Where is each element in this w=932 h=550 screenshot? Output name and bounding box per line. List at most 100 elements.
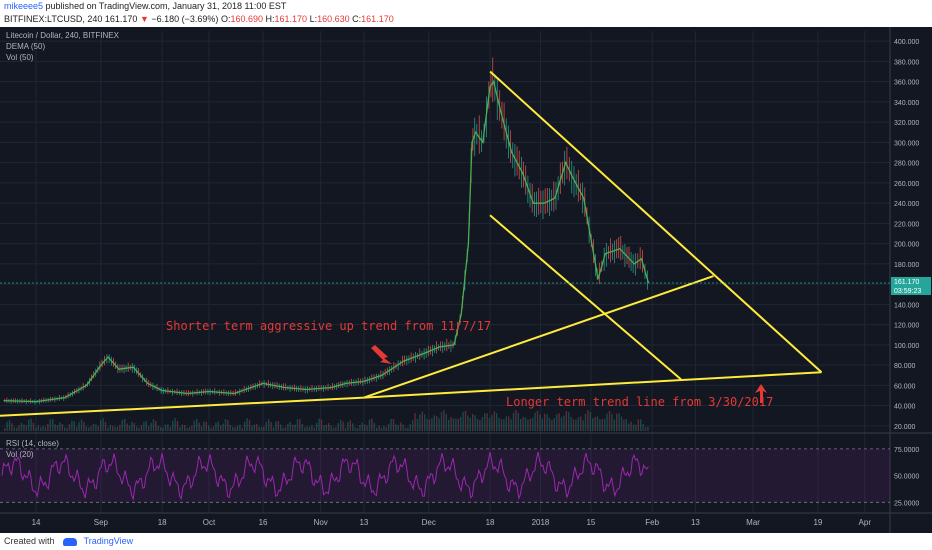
volume-bar: [395, 424, 397, 431]
open-label: O:: [220, 14, 231, 24]
volume-bar: [294, 424, 296, 431]
volume-bar: [37, 425, 39, 431]
volume-bar: [97, 426, 99, 431]
price-tick-label: 280.000: [894, 161, 919, 168]
volume-bar: [169, 427, 171, 431]
volume-bar: [188, 426, 191, 431]
volume-bar: [44, 427, 47, 431]
chart-svg[interactable]: 20.000 40.000 60.000 80.000 100.000 120.000 14…: [0, 27, 932, 533]
legend-rsi[interactable]: RSI (14, close): [6, 439, 59, 448]
volume-bar: [244, 421, 246, 431]
volume-bar: [616, 413, 618, 431]
volume-bar: [548, 417, 551, 431]
volume-bar: [325, 424, 327, 431]
volume-bar: [92, 423, 95, 431]
volume-bar: [342, 421, 344, 431]
volume-bar: [277, 420, 279, 431]
volume-bar: [448, 419, 450, 431]
volume-bar: [126, 423, 128, 431]
time-tick-label: 19: [813, 518, 822, 527]
open-value: 160.690: [230, 14, 264, 24]
volume-bar: [344, 427, 347, 431]
volume-bar: [510, 419, 512, 431]
volume-bar: [80, 419, 83, 431]
volume-bar: [484, 413, 486, 431]
volume-bar: [32, 422, 35, 431]
volume-bar: [251, 426, 253, 431]
volume-bar: [373, 422, 375, 431]
volume-bar: [330, 425, 332, 431]
legend-rsi-vol[interactable]: Vol (20): [6, 450, 34, 459]
volume-bar: [642, 423, 644, 431]
volume-bar: [407, 427, 409, 431]
tradingview-brand-link[interactable]: TradingView: [83, 536, 134, 546]
volume-bar: [354, 427, 356, 431]
volume-bar: [419, 414, 421, 431]
chart-area[interactable]: 20.000 40.000 60.000 80.000 100.000 120.000 14…: [0, 27, 932, 533]
volume-bar: [248, 420, 251, 431]
price-tick-label: 80.000: [894, 363, 916, 370]
volume-bar: [49, 419, 51, 431]
legend-title[interactable]: Litecoin / Dollar, 240, BITFINEX: [6, 31, 119, 40]
volume-bar: [11, 423, 13, 431]
volume-bar: [565, 411, 567, 431]
price-tick-label: 40.000: [894, 404, 916, 411]
volume-bar: [220, 425, 222, 431]
volume-bar: [445, 413, 447, 431]
volume-bar: [594, 416, 596, 431]
short-trend-annotation: Shorter term aggressive up trend from 11…: [166, 319, 491, 333]
volume-bar: [575, 419, 577, 431]
volume-bar: [462, 411, 464, 431]
volume-bar: [222, 423, 224, 431]
volume-bar: [491, 414, 493, 431]
volume-bar: [176, 420, 179, 431]
volume-bar: [599, 419, 601, 431]
volume-bar: [229, 424, 231, 431]
volume-bar: [524, 417, 527, 431]
volume-bar: [443, 410, 445, 431]
volume-bar: [20, 422, 23, 431]
price-tick-label: 60.000: [894, 383, 916, 390]
volume-bar: [184, 425, 186, 431]
volume-bar: [589, 412, 591, 431]
volume-bar: [596, 416, 599, 431]
volume-bar: [438, 418, 440, 431]
volume-bar: [584, 413, 587, 431]
price-tick-label: 120.000: [894, 323, 919, 330]
time-tick-label: Mar: [746, 518, 760, 527]
time-tick-label: Oct: [203, 518, 216, 527]
legend-dema[interactable]: DEMA (50): [6, 42, 46, 51]
volume-bar: [6, 421, 8, 431]
rsi-line: [1, 451, 649, 501]
volume-bar: [54, 424, 56, 431]
time-tick-label: 13: [359, 518, 368, 527]
volume-bar: [56, 425, 59, 431]
volume-bar: [109, 424, 111, 431]
trend-line: [363, 275, 714, 399]
volume-bar: [558, 413, 560, 431]
author-link[interactable]: mikeeee5: [4, 1, 44, 11]
volume-bar: [604, 418, 606, 431]
trend-line: [363, 371, 822, 399]
volume-bar: [503, 419, 505, 431]
volume-bar: [131, 421, 133, 431]
volume-bar: [323, 425, 325, 431]
volume-bar: [587, 410, 589, 431]
long-trend-annotation: Longer term trend line from 3/30/2017: [506, 395, 773, 409]
volume-bar: [460, 416, 462, 431]
trend-line: [489, 70, 823, 374]
price-tick-label: 320.000: [894, 120, 919, 127]
series-line: [3, 80, 650, 403]
volume-bar: [606, 413, 608, 431]
volume-bar: [496, 413, 498, 431]
volume-bar: [256, 423, 258, 431]
legend-vol[interactable]: Vol (50): [6, 53, 34, 62]
volume-bar: [625, 419, 627, 431]
volume-bar: [520, 418, 522, 431]
volume-bar: [311, 425, 313, 431]
volume-bar: [116, 426, 119, 431]
volume-bar: [498, 417, 500, 431]
time-tick-label: 2018: [532, 518, 550, 527]
volume-bar: [210, 427, 212, 431]
volume-bar: [193, 420, 195, 431]
